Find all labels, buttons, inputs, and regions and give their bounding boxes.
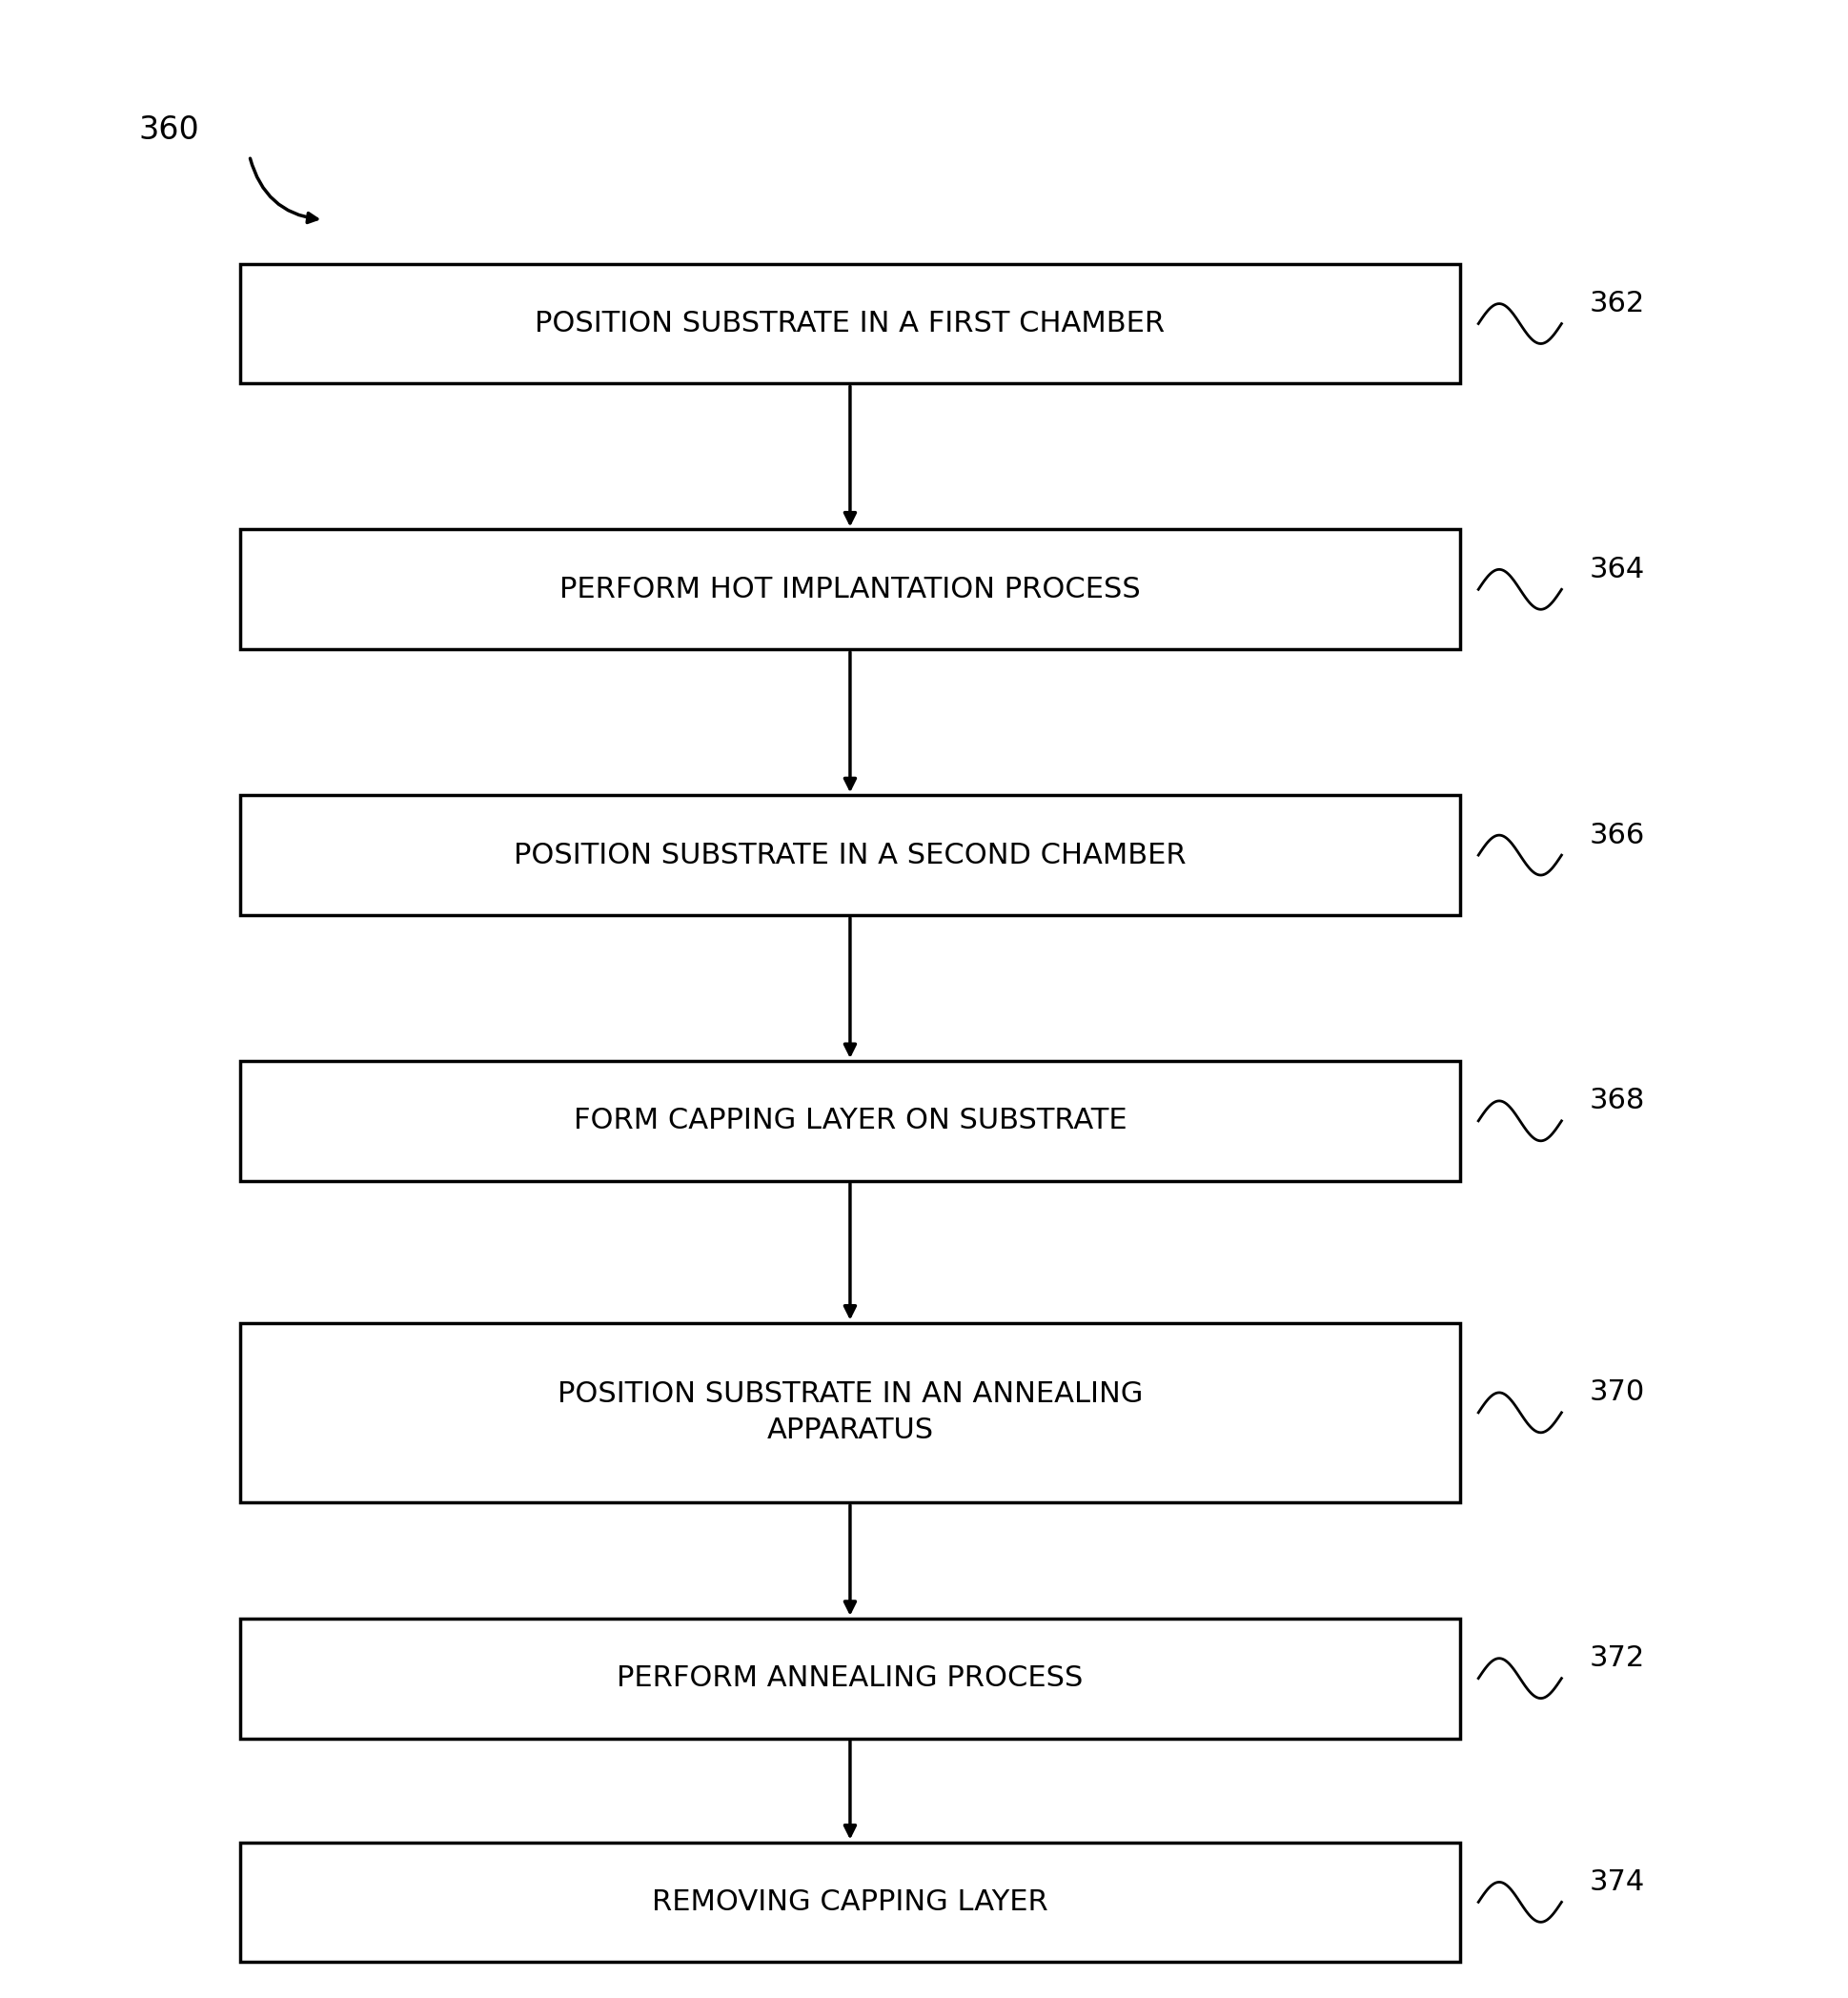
Text: 360: 360 — [139, 114, 200, 146]
Text: 372: 372 — [1589, 1644, 1645, 1672]
Text: PERFORM HOT IMPLANTATION PROCESS: PERFORM HOT IMPLANTATION PROCESS — [560, 575, 1140, 603]
Text: POSITION SUBSTRATE IN A FIRST CHAMBER: POSITION SUBSTRATE IN A FIRST CHAMBER — [536, 310, 1164, 338]
Text: 368: 368 — [1589, 1087, 1645, 1115]
Text: 362: 362 — [1589, 290, 1645, 318]
FancyBboxPatch shape — [240, 264, 1460, 384]
Text: 366: 366 — [1589, 821, 1645, 849]
FancyBboxPatch shape — [240, 1061, 1460, 1181]
Text: 374: 374 — [1589, 1868, 1645, 1896]
FancyBboxPatch shape — [240, 1323, 1460, 1502]
FancyBboxPatch shape — [240, 1842, 1460, 1962]
Text: 364: 364 — [1589, 555, 1645, 583]
Text: POSITION SUBSTRATE IN A SECOND CHAMBER: POSITION SUBSTRATE IN A SECOND CHAMBER — [514, 841, 1186, 869]
Text: POSITION SUBSTRATE IN AN ANNEALING
APPARATUS: POSITION SUBSTRATE IN AN ANNEALING APPAR… — [558, 1381, 1142, 1445]
Text: PERFORM ANNEALING PROCESS: PERFORM ANNEALING PROCESS — [617, 1664, 1083, 1692]
FancyBboxPatch shape — [240, 529, 1460, 649]
Text: 370: 370 — [1589, 1379, 1645, 1407]
Text: FORM CAPPING LAYER ON SUBSTRATE: FORM CAPPING LAYER ON SUBSTRATE — [573, 1107, 1127, 1135]
Text: REMOVING CAPPING LAYER: REMOVING CAPPING LAYER — [652, 1888, 1048, 1916]
FancyBboxPatch shape — [240, 1618, 1460, 1738]
FancyBboxPatch shape — [240, 795, 1460, 915]
